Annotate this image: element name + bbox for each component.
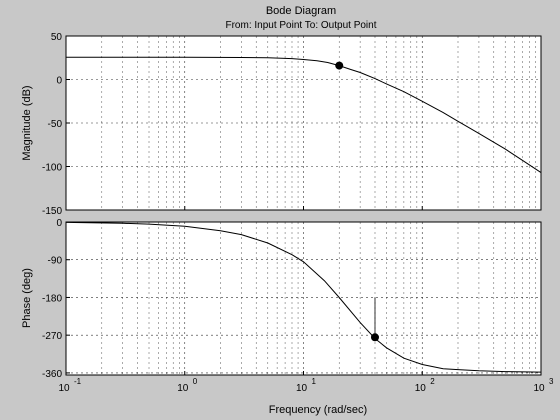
x-tick-label: 10 — [296, 383, 308, 394]
y-tick-label: 50 — [51, 32, 63, 43]
x-tick-exponent: 3 — [549, 377, 554, 386]
x-tick-label: 10 — [58, 383, 70, 394]
phase-curve — [65, 221, 542, 373]
y-tick-label: 0 — [56, 76, 62, 87]
x-tick-exponent: -1 — [74, 377, 82, 386]
y-tick-label: -50 — [48, 119, 63, 130]
y-tick-label: -360 — [42, 369, 62, 380]
x-tick-label: 10 — [533, 383, 545, 394]
magnitude-marker[interactable] — [335, 61, 344, 70]
magnitude-y-label: Magnitude (dB) — [21, 85, 33, 160]
y-tick-label: -270 — [42, 331, 62, 342]
chart-title: Bode Diagram — [266, 5, 336, 17]
x-tick-exponent: 2 — [430, 377, 435, 386]
phase-y-ticks: 0 -90 -180 -270 -360 — [42, 218, 70, 380]
y-tick-label: -180 — [42, 293, 62, 304]
x-tick-exponent: 0 — [193, 377, 198, 386]
chart-subtitle: From: Input Point To: Output Point — [225, 20, 376, 31]
magnitude-grid — [66, 36, 541, 210]
phase-y-label: Phase (deg) — [21, 268, 33, 328]
y-tick-label: -90 — [48, 256, 63, 267]
y-tick-label: -100 — [42, 163, 62, 174]
y-tick-label: 0 — [56, 218, 62, 229]
y-tick-label: -150 — [42, 206, 62, 217]
x-tick-label: 10 — [177, 383, 189, 394]
x-tick-label: 10 — [415, 383, 427, 394]
x-axis-label: Frequency (rad/sec) — [269, 404, 367, 416]
magnitude-curve — [66, 56, 542, 174]
phase-marker[interactable] — [370, 333, 379, 342]
x-tick-exponent: 1 — [312, 377, 317, 386]
